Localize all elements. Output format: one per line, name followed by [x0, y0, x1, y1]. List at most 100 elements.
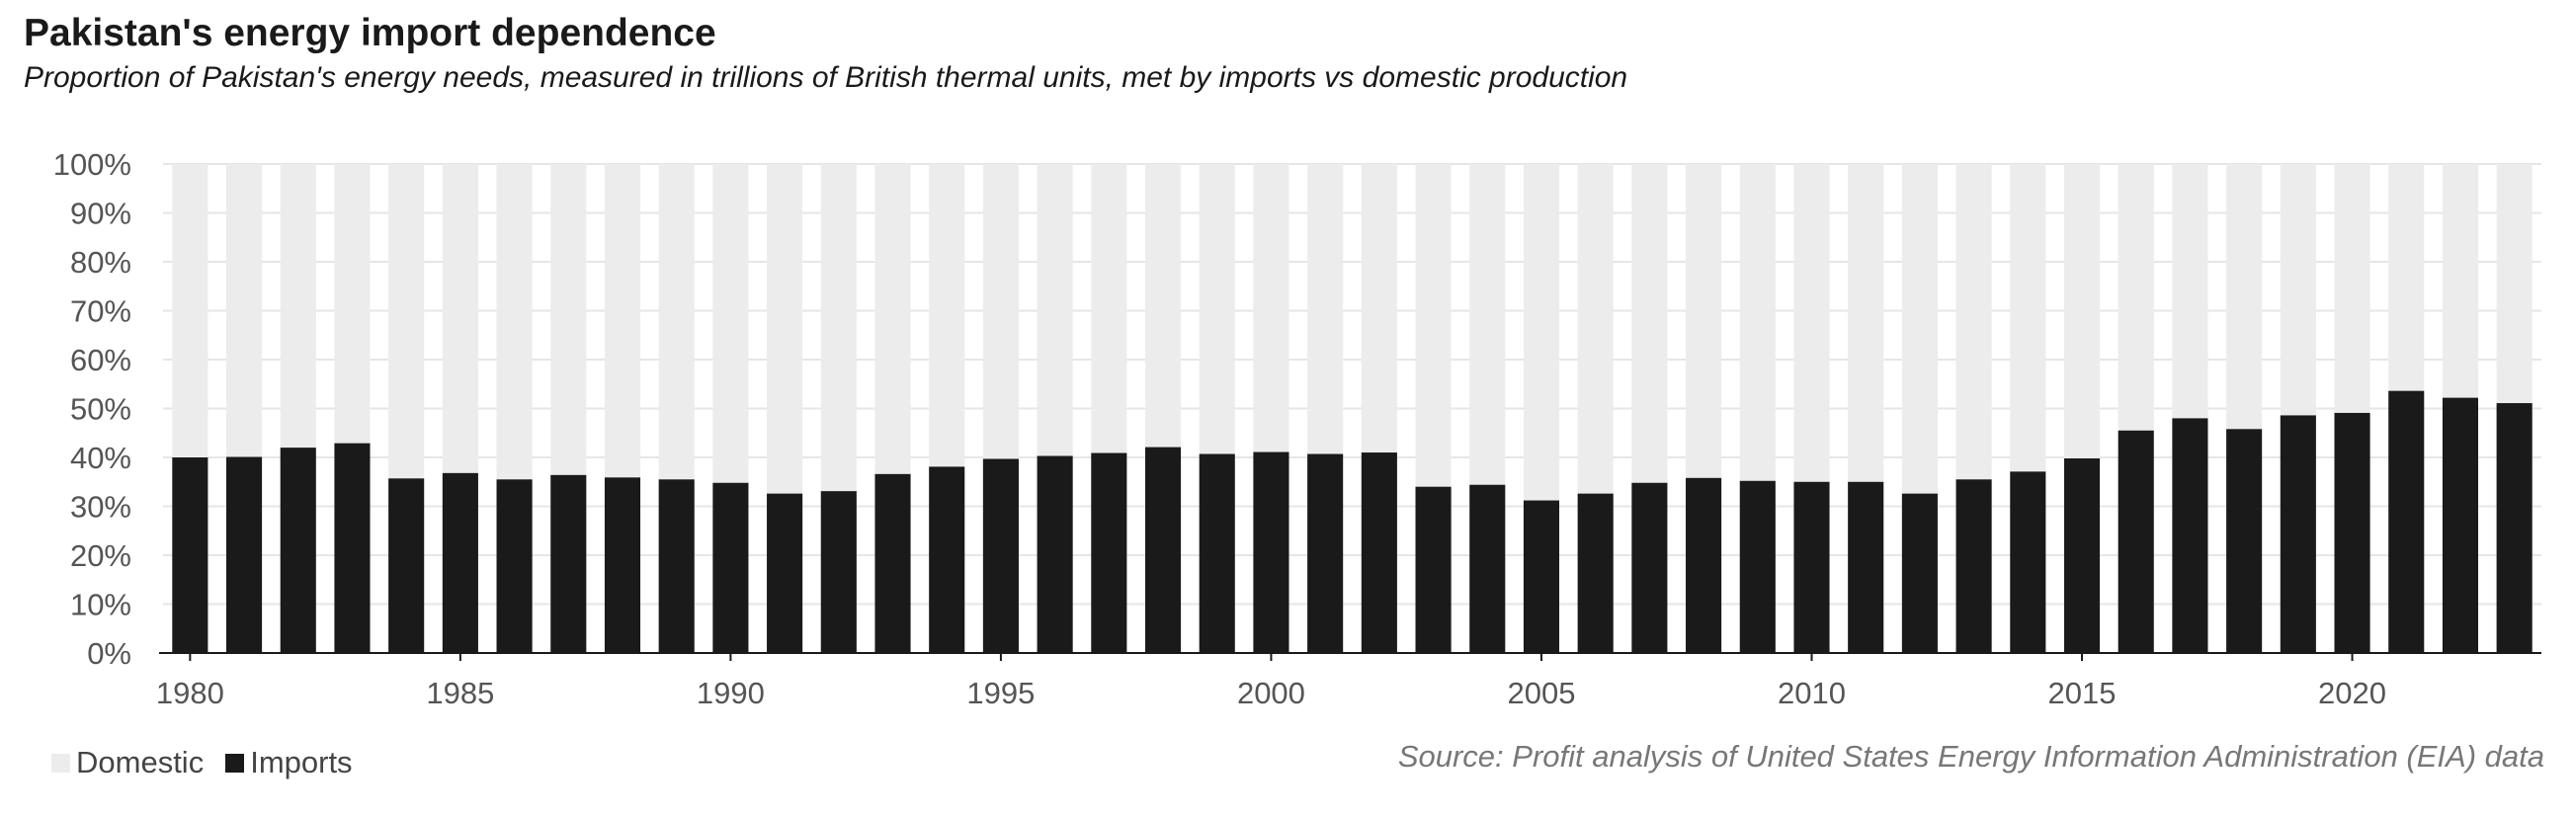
bar-imports [658, 479, 695, 653]
bar-imports [1848, 481, 1884, 653]
y-tick-label: 0% [87, 636, 131, 671]
bar-imports [1361, 452, 1397, 653]
bar-imports [1144, 447, 1182, 653]
bar-domestic [2496, 164, 2533, 404]
bar-imports [2280, 415, 2316, 653]
bar-imports [712, 482, 749, 653]
bar-domestic [1307, 164, 1344, 454]
bar-imports [1739, 480, 1776, 653]
bar-domestic [226, 164, 263, 457]
bar-imports [1955, 479, 1992, 653]
bar-imports [1091, 452, 1127, 653]
bar-domestic [496, 164, 533, 480]
bar-domestic [1037, 164, 1073, 456]
bar-domestic [1686, 164, 1722, 478]
bar-imports [442, 472, 478, 653]
bar-domestic [1577, 164, 1614, 494]
bar-imports [1577, 493, 1614, 653]
y-tick-label: 40% [70, 441, 131, 475]
bar-domestic [2118, 164, 2154, 431]
bar-domestic [874, 164, 911, 474]
bar-imports [1523, 500, 1560, 653]
bar-imports [2226, 429, 2263, 653]
bar-domestic [604, 164, 641, 478]
bar-domestic [1955, 164, 1992, 480]
bar-imports [1253, 451, 1289, 653]
x-tick-label: 2010 [1778, 676, 1846, 710]
bar-domestic [767, 164, 803, 494]
bar-domestic [1739, 164, 1776, 481]
bar-domestic [1469, 164, 1506, 485]
bar-imports [2010, 471, 2046, 653]
bar-domestic [388, 164, 425, 479]
y-tick-label: 70% [70, 294, 131, 329]
x-tick-label: 2000 [1237, 676, 1305, 710]
legend-item-imports: Imports [225, 745, 353, 780]
bar-domestic [1523, 164, 1560, 501]
legend-label-imports: Imports [250, 745, 353, 779]
bar-domestic [442, 164, 478, 473]
bar-imports [1901, 493, 1938, 653]
bar-imports [172, 457, 208, 653]
bar-imports [2496, 403, 2533, 653]
legend-item-domestic: Domestic [51, 745, 204, 780]
bar-imports [334, 443, 371, 653]
bar-imports [2334, 412, 2370, 653]
bar-domestic [2172, 164, 2208, 419]
bar-imports [874, 473, 911, 653]
x-tick-label: 2020 [2318, 676, 2386, 710]
bar-imports [1793, 481, 1830, 653]
bar-domestic [1144, 164, 1182, 448]
bar-imports [280, 448, 316, 653]
bar-domestic [1253, 164, 1289, 452]
bar-imports [496, 479, 533, 653]
bar-imports [2172, 418, 2208, 653]
bar-domestic [280, 164, 316, 449]
bar-domestic [982, 164, 1019, 459]
bar-imports [604, 477, 641, 653]
bar-imports [929, 466, 965, 653]
legend-swatch-domestic [51, 753, 70, 773]
bar-domestic [2010, 164, 2046, 472]
bar-domestic [172, 164, 208, 457]
bar-domestic [658, 164, 695, 480]
y-tick-label: 90% [70, 197, 131, 231]
bar-domestic [2334, 164, 2370, 413]
bar-domestic [1361, 164, 1397, 453]
bar-domestic [550, 164, 587, 475]
bar-imports [1037, 455, 1073, 653]
x-tick-label: 1995 [966, 676, 1035, 710]
bar-domestic [1091, 164, 1127, 453]
bar-imports [1686, 477, 1722, 653]
bar-imports [2063, 457, 2101, 653]
bar-domestic [1631, 164, 1668, 483]
bar-imports [2442, 397, 2478, 653]
bar-domestic [2280, 164, 2316, 416]
bar-domestic [1415, 164, 1452, 487]
legend-swatch-imports [225, 753, 245, 773]
chart-title: Pakistan's energy import dependence [24, 12, 716, 54]
bar-domestic [1199, 164, 1235, 454]
bar-domestic [2226, 164, 2263, 430]
bar-domestic [1793, 164, 1830, 482]
bar-imports [2388, 390, 2425, 653]
y-tick-label: 60% [70, 343, 131, 377]
y-tick-label: 20% [70, 538, 131, 573]
bar-domestic [2388, 164, 2425, 391]
legend: Domestic Imports [51, 745, 374, 780]
y-tick-label: 80% [70, 245, 131, 280]
y-tick-label: 30% [70, 490, 131, 525]
bar-imports [1415, 486, 1452, 653]
bar-domestic [334, 164, 371, 444]
bar-imports [1307, 453, 1344, 653]
bar-imports [1199, 453, 1235, 653]
bar-imports [982, 458, 1019, 653]
bar-imports [767, 493, 803, 653]
source-note: Source: Profit analysis of United States… [1397, 739, 2544, 774]
chart-subtitle: Proportion of Pakistan's energy needs, m… [24, 61, 1628, 94]
bar-imports [388, 478, 425, 653]
x-tick-label: 1980 [156, 676, 224, 710]
x-tick-label: 2015 [2048, 676, 2117, 710]
y-tick-label: 50% [70, 392, 131, 427]
bar-imports [1469, 484, 1506, 653]
